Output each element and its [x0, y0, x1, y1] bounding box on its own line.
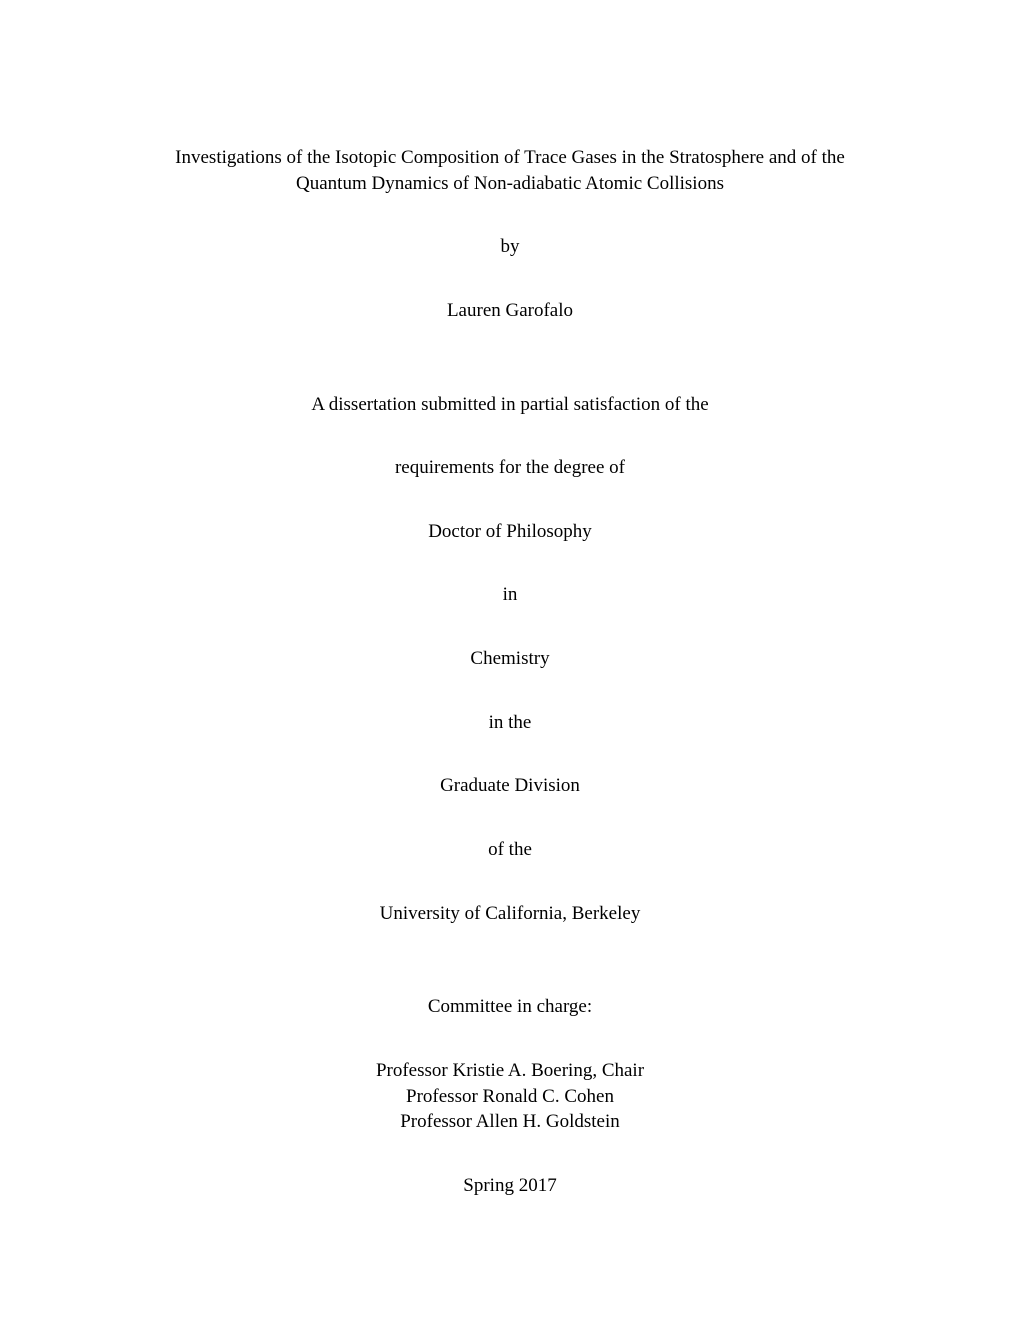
committee-member-2: Professor Allen H. Goldstein — [130, 1109, 890, 1135]
title-line-2: Quantum Dynamics of Non-adiabatic Atomic… — [130, 171, 890, 197]
submission-statement: A dissertation submitted in partial sati… — [130, 392, 890, 418]
committee-label: Committee in charge: — [130, 994, 890, 1020]
by-label: by — [130, 234, 890, 260]
committee-member-1: Professor Ronald C. Cohen — [130, 1084, 890, 1110]
of-the-label: of the — [130, 837, 890, 863]
title-line-1: Investigations of the Isotopic Compositi… — [130, 145, 890, 171]
dissertation-title: Investigations of the Isotopic Compositi… — [130, 145, 890, 196]
committee-chair: Professor Kristie A. Boering, Chair — [130, 1058, 890, 1084]
division-name: Graduate Division — [130, 773, 890, 799]
subject-name: Chemistry — [130, 646, 890, 672]
author-name: Lauren Garofalo — [130, 298, 890, 324]
university-name: University of California, Berkeley — [130, 901, 890, 927]
in-label: in — [130, 582, 890, 608]
requirements-statement: requirements for the degree of — [130, 455, 890, 481]
in-the-label: in the — [130, 710, 890, 736]
term-date: Spring 2017 — [130, 1173, 890, 1199]
committee-members: Professor Kristie A. Boering, Chair Prof… — [130, 1058, 890, 1135]
degree-name: Doctor of Philosophy — [130, 519, 890, 545]
